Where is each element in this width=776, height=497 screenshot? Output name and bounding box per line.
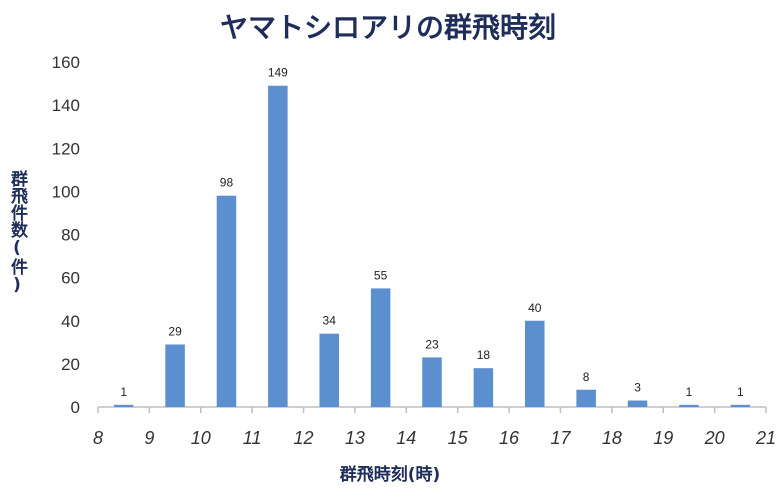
bar-value-label: 55 <box>374 268 388 282</box>
x-tick-label: 12 <box>294 428 314 448</box>
bar <box>679 404 699 407</box>
bar-value-label: 1 <box>120 385 127 399</box>
x-axis-label: 群飛時刻(時) <box>339 465 441 485</box>
bar-value-label: 3 <box>634 381 641 395</box>
bar <box>627 400 648 407</box>
x-tick-label: 11 <box>243 428 262 448</box>
y-tick-label: 60 <box>61 269 80 288</box>
bar-value-label: 1 <box>737 385 744 399</box>
bar-value-label: 40 <box>528 301 542 315</box>
y-tick-label: 100 <box>52 182 80 201</box>
x-tick-label: 17 <box>550 428 571 448</box>
x-tick-label: 13 <box>345 428 365 448</box>
bar <box>576 389 596 407</box>
x-tick-label: 15 <box>448 428 469 448</box>
bar-value-label: 149 <box>268 66 288 80</box>
x-tick-label: 16 <box>499 428 520 448</box>
x-tick-label: 8 <box>93 428 103 448</box>
bar <box>165 344 185 407</box>
x-tick-label: 20 <box>704 428 725 448</box>
x-tick-label: 9 <box>144 428 154 448</box>
bar-value-label: 98 <box>220 176 234 190</box>
bar <box>525 320 545 407</box>
y-tick-label: 140 <box>52 96 80 115</box>
y-tick-label: 120 <box>52 139 80 158</box>
y-tick-label: 80 <box>61 226 80 245</box>
bar <box>473 368 494 407</box>
y-tick-label: 20 <box>61 355 80 374</box>
bar <box>113 404 134 407</box>
x-tick-label: 19 <box>653 428 673 448</box>
x-tick-label: 14 <box>396 428 416 448</box>
y-tick-label: 40 <box>61 312 80 331</box>
bar <box>370 288 391 407</box>
bar-value-label: 23 <box>425 337 439 351</box>
y-tick-label: 0 <box>71 398 80 417</box>
bar <box>730 404 751 407</box>
bar-value-label: 1 <box>686 385 693 399</box>
bar-value-label: 18 <box>477 348 491 362</box>
bar <box>319 333 339 407</box>
bar-value-label: 29 <box>168 324 182 338</box>
bar <box>422 357 442 407</box>
y-axis-label: 群飛件数(件) <box>7 170 27 295</box>
bar <box>268 85 288 407</box>
x-tick-label: 10 <box>191 428 211 448</box>
y-tick-label: 160 <box>52 53 80 72</box>
chart-title: ヤマトシロアリの群飛時刻 <box>219 11 556 44</box>
bar <box>216 195 237 407</box>
bar-value-label: 8 <box>583 370 590 384</box>
bar-value-label: 34 <box>323 314 337 328</box>
x-tick-label: 21 <box>755 428 776 448</box>
x-tick-label: 18 <box>602 428 622 448</box>
